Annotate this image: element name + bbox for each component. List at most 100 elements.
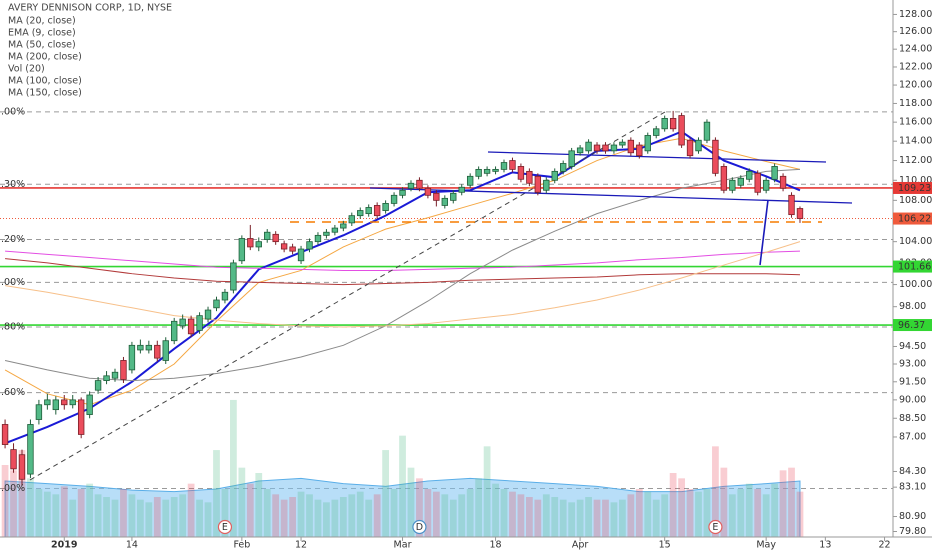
candle-body bbox=[399, 189, 406, 196]
candle-body bbox=[576, 147, 584, 154]
candle-body bbox=[475, 168, 482, 177]
volume-bar bbox=[213, 450, 220, 537]
volume-bar bbox=[796, 491, 804, 537]
candle-body bbox=[314, 234, 322, 243]
candle-body bbox=[264, 231, 271, 240]
volume-bar bbox=[136, 499, 144, 537]
candle-body bbox=[272, 233, 279, 243]
volume-bar bbox=[771, 483, 778, 537]
candle-body bbox=[162, 340, 169, 361]
price-label-box bbox=[893, 212, 932, 225]
volume-bar bbox=[720, 467, 728, 537]
volume-bar bbox=[619, 499, 626, 537]
fib-label: .80% bbox=[1, 321, 25, 332]
candle-body bbox=[560, 163, 567, 172]
volume-bar bbox=[399, 435, 406, 537]
y-tick-label: 88.50 bbox=[899, 413, 926, 424]
legend-entry: Vol (20) bbox=[8, 64, 45, 75]
candle-body bbox=[44, 399, 51, 406]
y-tick-label: 104.00 bbox=[899, 236, 932, 247]
volume-bar bbox=[500, 489, 508, 537]
volume-bar bbox=[745, 483, 753, 537]
volume-bar bbox=[255, 473, 263, 537]
candle-body bbox=[746, 170, 753, 180]
candle-body bbox=[348, 215, 355, 224]
volume-bar bbox=[754, 489, 762, 537]
candle-body bbox=[450, 192, 457, 201]
volume-ma-area bbox=[4, 477, 801, 538]
candle-body bbox=[712, 139, 719, 174]
volume-bar bbox=[221, 489, 229, 537]
y-tick-label: 91.50 bbox=[899, 376, 926, 387]
volume-bar bbox=[348, 494, 356, 537]
volume-bar bbox=[517, 494, 525, 537]
candle-body bbox=[128, 344, 136, 371]
volume-bar bbox=[323, 502, 330, 537]
volume-bar bbox=[204, 502, 212, 537]
x-tick-label: 14 bbox=[126, 540, 138, 550]
candle-body bbox=[610, 144, 618, 152]
volume-bar bbox=[27, 478, 34, 537]
event-marker bbox=[217, 519, 233, 535]
y-tick-label: 110.00 bbox=[899, 175, 932, 186]
y-tick-label: 120.00 bbox=[899, 80, 932, 91]
volume-bar bbox=[534, 499, 542, 537]
candle-body bbox=[357, 210, 364, 217]
volume-bar bbox=[339, 497, 347, 537]
volume-bar bbox=[703, 489, 711, 537]
candle-body bbox=[661, 117, 668, 130]
volume-bar bbox=[712, 446, 719, 537]
ma-line bbox=[5, 250, 800, 271]
volume-bar bbox=[635, 489, 643, 537]
candle-body bbox=[416, 179, 423, 189]
volume-bar bbox=[18, 450, 26, 537]
volume-bar bbox=[103, 497, 110, 537]
fib-label: .00% bbox=[1, 483, 25, 494]
candle-body bbox=[390, 194, 398, 204]
candle-body bbox=[289, 246, 296, 252]
y-tick-label: 126.00 bbox=[899, 26, 932, 37]
candle-body bbox=[754, 172, 761, 193]
candle-body bbox=[602, 144, 609, 152]
volume-bar bbox=[788, 467, 795, 537]
legend-entry: MA (200, close) bbox=[8, 52, 82, 63]
volume-bar bbox=[576, 499, 584, 537]
candle-body bbox=[500, 162, 508, 170]
x-tick-label: 12 bbox=[295, 540, 307, 550]
candle-body bbox=[238, 238, 246, 262]
fib-label: .00% bbox=[1, 106, 25, 117]
x-tick-label: Feb bbox=[233, 540, 250, 550]
volume-bar bbox=[551, 497, 559, 537]
candle-body bbox=[424, 187, 432, 196]
volume-bar bbox=[246, 483, 254, 537]
candle-body bbox=[137, 344, 144, 351]
y-tick-label: 90.00 bbox=[899, 394, 926, 405]
volume-bar bbox=[416, 478, 423, 537]
fib-label: .30% bbox=[1, 179, 25, 190]
volume-bar bbox=[449, 499, 457, 537]
candle-body bbox=[331, 227, 339, 233]
candle-body bbox=[221, 291, 229, 301]
volume-bar bbox=[669, 473, 677, 537]
candle-body bbox=[111, 371, 119, 379]
volume-bar bbox=[10, 470, 17, 537]
volume-bar bbox=[644, 491, 652, 537]
candle-body bbox=[695, 139, 702, 152]
y-tick-label: 114.00 bbox=[899, 136, 932, 147]
candle-body bbox=[796, 208, 804, 219]
volume-bar bbox=[272, 494, 280, 537]
candle-body bbox=[179, 318, 186, 327]
candle-body bbox=[407, 182, 415, 189]
x-tick-label: 15 bbox=[659, 540, 671, 550]
volume-bar bbox=[382, 450, 389, 537]
volume-bar bbox=[610, 502, 618, 537]
candle-body bbox=[788, 194, 795, 216]
volume-bar bbox=[483, 446, 491, 537]
volume-bar bbox=[1, 465, 9, 537]
candle-body bbox=[526, 170, 533, 184]
candle-body bbox=[678, 115, 685, 146]
volume-bar bbox=[432, 491, 440, 537]
volume-bar bbox=[238, 467, 246, 537]
y-tick-label: 98.00 bbox=[899, 301, 926, 312]
volume-bar bbox=[170, 497, 178, 537]
